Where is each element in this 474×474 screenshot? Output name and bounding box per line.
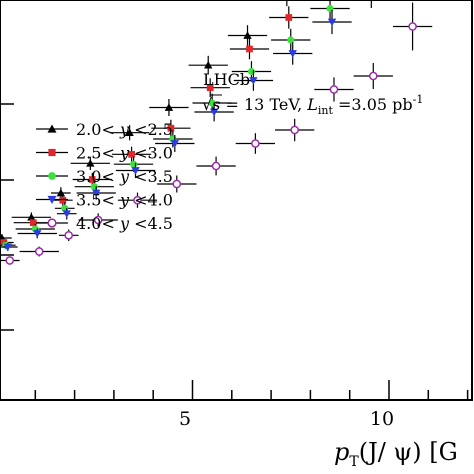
data-point <box>290 125 299 135</box>
data-point <box>88 176 96 183</box>
series-4 <box>0 2 433 265</box>
x-axis-label-arg: (J/ ψ) [G <box>359 438 458 466</box>
lumi-L: L <box>306 95 318 114</box>
axes-frame <box>0 0 473 401</box>
legend-label-lo: 3.5< <box>76 191 120 210</box>
series-2 <box>0 0 350 250</box>
data-point <box>164 103 174 111</box>
energy-label: √s = 13 TeV, Lint =3.05 pb-1 <box>202 93 423 117</box>
legend: 2.0< y <2.5 2.5< y <3.0 3.0< y <3.5 3.5< y … <box>36 120 173 233</box>
x-axis-label: pT(J/ ψ) [G <box>334 438 458 470</box>
x-tick-label-5: 5 <box>179 408 191 430</box>
data-point <box>249 77 258 85</box>
data-point <box>125 128 134 137</box>
legend-label-y: y <box>119 214 130 233</box>
data-point <box>92 189 101 198</box>
data-point <box>204 61 213 69</box>
data-point <box>408 22 417 31</box>
energy-value: = 13 TeV, <box>220 95 307 114</box>
legend-marker <box>47 124 57 133</box>
data-point <box>131 167 140 175</box>
legend-label-hi: <4.5 <box>129 214 173 233</box>
legend-label-lo: 2.5< <box>76 144 120 163</box>
series-0 <box>0 0 288 242</box>
data-point <box>29 219 37 227</box>
data-point <box>167 124 175 132</box>
legend-entry: 4.0< y <4.5 <box>36 214 173 233</box>
data-point <box>288 50 297 58</box>
legend-entry: 2.0< y <2.5 <box>36 120 173 139</box>
legend-label-hi: <3.0 <box>129 144 173 163</box>
data-point <box>287 36 295 44</box>
legend-marker <box>47 195 57 204</box>
legend-label: 4.0< y <4.5 <box>76 214 173 233</box>
data-point <box>5 256 15 265</box>
data-points <box>0 0 433 265</box>
data-point <box>3 243 12 252</box>
legend-marker <box>48 148 56 157</box>
data-point <box>285 14 293 21</box>
data-point <box>64 230 74 240</box>
legend-label: 2.0< y <2.5 <box>76 120 173 139</box>
legend-label-y: y <box>119 120 130 139</box>
data-point <box>93 215 103 225</box>
energy-s: s <box>212 95 220 114</box>
legend-label-hi: <4.0 <box>129 191 173 210</box>
x-axis-label-sub: T <box>349 454 359 470</box>
plot-frame <box>0 0 473 401</box>
data-point <box>211 161 221 171</box>
legend-entry: 3.0< y <3.5 <box>36 167 173 186</box>
legend-label-lo: 3.0< <box>76 167 120 186</box>
data-point <box>170 140 180 148</box>
x-tick-label-10: 10 <box>370 408 394 430</box>
legend-label-hi: <3.5 <box>129 167 173 186</box>
legend-marker <box>47 218 57 228</box>
data-point <box>33 230 42 238</box>
data-point <box>251 139 260 148</box>
legend-label-lo: 2.0< <box>76 120 120 139</box>
legend-label-y: y <box>119 144 130 163</box>
series-1 <box>0 6 309 247</box>
data-point <box>133 195 142 205</box>
legend-entry: 3.5< y <4.0 <box>36 191 173 210</box>
lumi-value: =3.05 pb <box>333 95 413 114</box>
legend-label: 3.5< y <4.0 <box>76 191 173 210</box>
data-point <box>329 85 339 94</box>
data-point <box>209 108 219 117</box>
legend-label-y: y <box>119 191 130 210</box>
experiment-label: LHCb <box>203 70 250 89</box>
data-point <box>206 84 214 92</box>
data-point <box>368 71 378 81</box>
legend-entry: 2.5< y <3.0 <box>36 144 173 163</box>
data-point <box>34 247 44 256</box>
legend-label-y: y <box>119 167 130 186</box>
data-point <box>172 179 182 189</box>
series-3 <box>0 0 372 252</box>
legend-marker <box>48 172 56 180</box>
legend-label-lo: 4.0< <box>76 214 120 233</box>
lumi-exp: -1 <box>413 93 424 106</box>
data-point <box>86 159 95 167</box>
sqrt-symbol: √ <box>202 95 213 114</box>
data-point <box>243 31 252 39</box>
data-point <box>62 210 71 218</box>
lumi-int: int <box>318 104 334 117</box>
data-point <box>128 150 135 158</box>
data-point <box>246 45 253 53</box>
legend-label-hi: <2.5 <box>129 120 173 139</box>
legend-label: 2.5< y <3.0 <box>76 144 173 163</box>
data-point <box>327 18 337 27</box>
x-axis-label-p: p <box>334 438 349 466</box>
legend-label: 3.0< y <3.5 <box>76 167 173 186</box>
data-point <box>59 196 67 204</box>
